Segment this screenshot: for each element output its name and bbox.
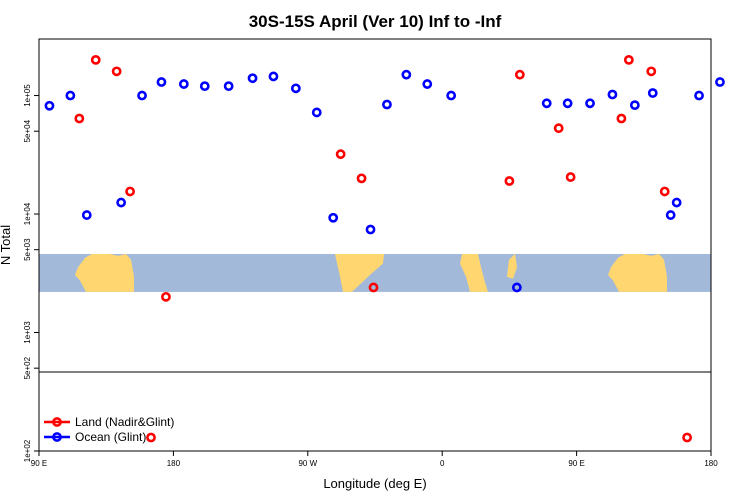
- y-tick-label: 5e+04: [23, 119, 32, 142]
- legend-ocean-marker: [52, 432, 62, 442]
- land-australia-repeat: [608, 254, 667, 292]
- x-tick-label: 180: [704, 459, 718, 468]
- x-tick-label: 90 E: [568, 459, 584, 468]
- ocean-point: [715, 77, 725, 87]
- land-point: [368, 282, 379, 293]
- ocean-point: [290, 83, 301, 94]
- ocean-point: [671, 197, 682, 208]
- ocean-point: [694, 90, 704, 101]
- x-tick-label: 180: [167, 459, 181, 468]
- legend-ocean-label: Ocean (Glint): [75, 430, 146, 444]
- y-axis: 1e+02 5e+02 1e+03 5e+03 1e+04 5e+04 1e+05: [23, 84, 39, 462]
- world-map-band: [39, 253, 711, 292]
- ocean-point: [268, 71, 279, 82]
- x-tick-label: 0: [440, 459, 445, 468]
- ocean-point: [585, 98, 595, 109]
- ocean-point: [665, 210, 676, 220]
- ocean-point: [178, 79, 189, 89]
- ocean-point: [541, 98, 552, 109]
- ocean-point: [422, 79, 433, 89]
- land-point: [504, 176, 515, 186]
- x-axis: 90 E 180 90 W 0 90 E 180: [31, 451, 718, 468]
- land-africa: [460, 254, 488, 292]
- legend-land-marker: [52, 417, 62, 427]
- land-point: [682, 432, 693, 443]
- ocean-point: [328, 212, 339, 223]
- ocean-point: [647, 88, 658, 98]
- ocean-point: [562, 98, 573, 109]
- y-tick-label: 1e+02: [23, 439, 32, 462]
- land-point: [74, 113, 85, 124]
- x-tick-label: 90 W: [298, 459, 317, 468]
- land-point: [111, 66, 122, 77]
- ocean-point: [511, 282, 522, 293]
- legend: Land (Nadir&Glint) Ocean (Glint): [44, 415, 174, 444]
- legend-land-label: Land (Nadir&Glint): [75, 415, 174, 429]
- data-points: [44, 54, 725, 443]
- land-point: [553, 123, 564, 134]
- land-point: [90, 54, 101, 65]
- ocean-point: [65, 90, 76, 101]
- y-tick-label: 5e+03: [23, 238, 32, 261]
- land-point: [514, 69, 525, 80]
- ocean-point: [629, 100, 640, 111]
- x-tick-label: 90 E: [31, 459, 47, 468]
- ocean-point: [81, 210, 92, 220]
- y-tick-label: 1e+05: [23, 84, 32, 107]
- land-point: [146, 432, 156, 443]
- ocean-point: [607, 89, 618, 100]
- y-tick-label: 1e+04: [23, 202, 32, 225]
- ocean-point: [311, 107, 322, 118]
- ocean-point: [446, 90, 457, 101]
- ocean-point: [247, 73, 258, 84]
- y-tick-label: 5e+02: [23, 356, 32, 379]
- land-point: [161, 291, 171, 302]
- land-point: [565, 172, 576, 182]
- ocean-point: [199, 81, 210, 92]
- ocean-point: [44, 100, 55, 111]
- y-tick-label: 1e+03: [23, 321, 32, 344]
- ocean-point: [137, 90, 147, 101]
- ocean-point: [401, 69, 412, 80]
- land-madagascar: [507, 254, 517, 279]
- land-point: [646, 66, 657, 77]
- land-south-america: [335, 254, 384, 292]
- land-point: [659, 186, 670, 197]
- ocean-point: [156, 77, 167, 87]
- ocean-point: [365, 224, 376, 235]
- ocean-point: [223, 81, 234, 92]
- ocean-point: [116, 197, 127, 208]
- land-point: [125, 186, 135, 197]
- plot-frame: [38, 38, 712, 452]
- chart-title: 30S-15S April (Ver 10) Inf to -Inf: [249, 12, 502, 31]
- land-point: [623, 54, 634, 65]
- ocean-point: [382, 99, 392, 110]
- y-axis-label: N Total: [0, 225, 13, 265]
- land-point: [356, 173, 367, 184]
- x-axis-label: Longitude (deg E): [323, 476, 426, 491]
- land-point: [335, 149, 346, 160]
- land-point: [616, 113, 627, 124]
- land-australia: [75, 254, 134, 292]
